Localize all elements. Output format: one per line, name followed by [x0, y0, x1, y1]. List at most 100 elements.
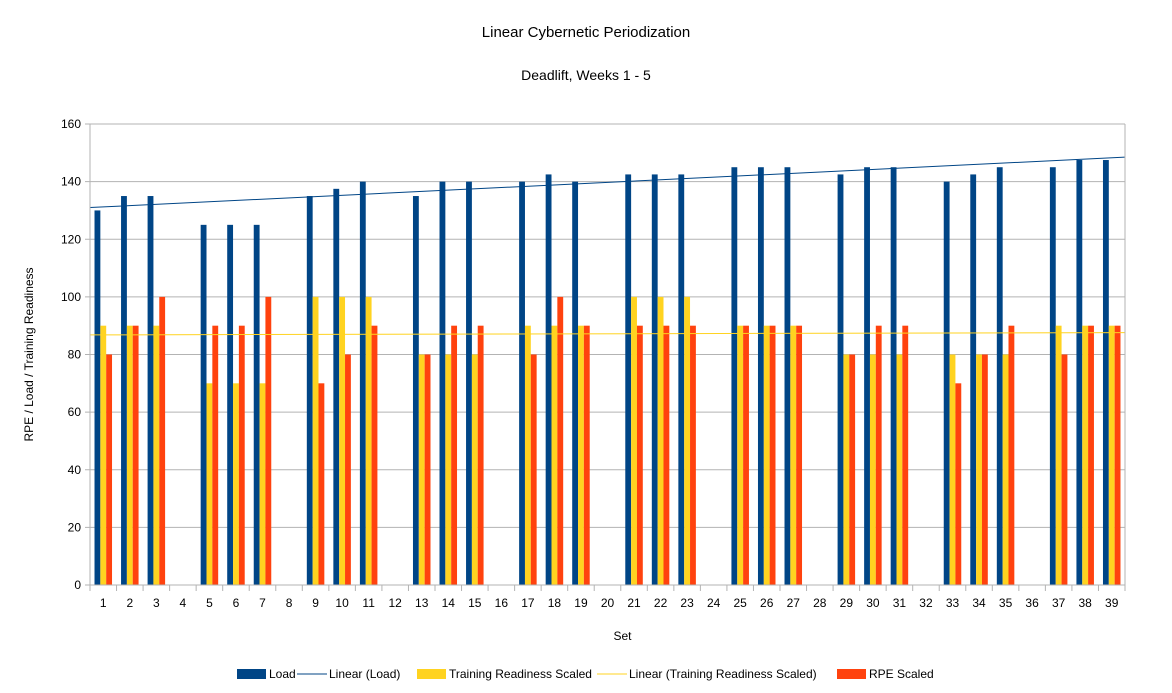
bar-training-readiness-scaled — [524, 325, 531, 585]
x-tick-label: 1 — [100, 596, 107, 610]
bar-load — [227, 224, 234, 585]
bar-training-readiness-scaled — [233, 383, 239, 585]
bar-load — [519, 181, 525, 585]
bar-load — [147, 196, 154, 585]
bar-load — [359, 181, 366, 585]
x-tick-label: 8 — [286, 596, 293, 610]
x-tick-label: 15 — [468, 596, 482, 610]
legend-swatch — [237, 669, 266, 679]
bar-load — [1076, 160, 1083, 585]
x-tick-label: 32 — [919, 596, 933, 610]
bar-rpe-scaled — [530, 354, 537, 585]
y-tick-label: 160 — [61, 117, 81, 131]
bar-rpe-scaled — [955, 383, 962, 585]
y-tick-label: 140 — [61, 175, 81, 189]
bar-training-readiness-scaled — [976, 354, 982, 585]
x-tick-label: 26 — [760, 596, 774, 610]
y-tick-label: 60 — [68, 405, 82, 419]
bar-training-readiness-scaled — [869, 354, 876, 585]
legend: Load Linear (Load) Training Readiness Scal… — [237, 667, 934, 681]
bar-rpe-scaled — [159, 296, 166, 585]
bar-marks — [94, 160, 1121, 585]
bar-rpe-scaled — [345, 354, 351, 585]
y-tick-label: 100 — [61, 290, 81, 304]
bar-rpe-scaled — [557, 296, 564, 585]
chart-subtitle: Deadlift, Weeks 1 - 5 — [521, 67, 651, 83]
bar-rpe-scaled — [769, 325, 776, 585]
x-tick-label: 5 — [206, 596, 213, 610]
bar-rpe-scaled — [1008, 325, 1015, 585]
bar-training-readiness-scaled — [763, 325, 770, 585]
x-tick-label: 25 — [734, 596, 748, 610]
x-tick-label: 28 — [813, 596, 827, 610]
bar-rpe-scaled — [265, 296, 272, 585]
bar-rpe-scaled — [424, 354, 431, 585]
bar-training-readiness-scaled — [1002, 354, 1009, 585]
legend-label: Training Readiness Scaled — [449, 667, 592, 681]
y-tick-label: 20 — [68, 520, 82, 534]
bar-training-readiness-scaled — [339, 296, 346, 585]
grid-lines — [90, 123, 1125, 586]
trendline-linear-training-readiness-scaled — [89, 332, 1126, 336]
trendlines — [89, 156, 1126, 336]
x-tick-label: 27 — [787, 596, 801, 610]
x-tick-label: 4 — [180, 596, 187, 610]
x-tick-label: 31 — [893, 596, 907, 610]
bar-training-readiness-scaled — [312, 296, 319, 585]
x-tick-label: 30 — [866, 596, 880, 610]
bar-training-readiness-scaled — [445, 354, 452, 585]
bar-load — [121, 196, 127, 585]
bar-training-readiness-scaled — [1108, 325, 1115, 585]
x-tick-label: 38 — [1079, 596, 1093, 610]
bar-rpe-scaled — [1088, 325, 1094, 585]
bar-rpe-scaled — [875, 325, 882, 585]
bar-load — [890, 167, 897, 585]
bar-load — [996, 167, 1003, 585]
bar-load — [757, 167, 764, 585]
x-tick-label: 33 — [946, 596, 960, 610]
bar-rpe-scaled — [690, 325, 696, 585]
bar-training-readiness-scaled — [1055, 325, 1062, 585]
x-axis-label: Set — [613, 629, 632, 643]
bar-training-readiness-scaled — [631, 296, 637, 585]
bar-rpe-scaled — [371, 325, 378, 585]
bar-load — [306, 196, 313, 585]
x-tick-label: 21 — [627, 596, 641, 610]
bar-rpe-scaled — [318, 383, 325, 585]
bar-load — [784, 167, 791, 585]
bar-training-readiness-scaled — [100, 325, 107, 585]
bar-load — [731, 167, 738, 585]
x-tick-label: 10 — [335, 596, 349, 610]
bar-training-readiness-scaled — [949, 354, 956, 585]
bar-rpe-scaled — [902, 325, 909, 585]
bar-training-readiness-scaled — [418, 354, 425, 585]
x-tick-label: 11 — [362, 596, 375, 610]
y-tick-label: 120 — [61, 232, 81, 246]
bar-rpe-scaled — [1061, 354, 1068, 585]
legend-swatch — [417, 669, 446, 679]
x-tick-label: 9 — [312, 596, 319, 610]
x-tick-label: 20 — [601, 596, 615, 610]
x-tick-label: 17 — [521, 596, 535, 610]
x-tick-label: 3 — [153, 596, 160, 610]
trendline-linear-load — [89, 156, 1126, 209]
bar-load — [1102, 160, 1109, 585]
bar-load — [572, 181, 579, 585]
bar-rpe-scaled — [132, 325, 139, 585]
bar-load — [200, 224, 207, 585]
bar-load — [651, 174, 658, 585]
x-tick-label: 16 — [495, 596, 509, 610]
y-tick-label: 0 — [74, 578, 81, 592]
bar-load — [1049, 167, 1056, 585]
bar-training-readiness-scaled — [657, 296, 664, 585]
bar-training-readiness-scaled — [1082, 325, 1089, 585]
bar-load — [625, 174, 632, 585]
y-tick-label: 40 — [68, 463, 82, 477]
bar-rpe-scaled — [451, 325, 458, 585]
legend-swatch — [837, 669, 866, 679]
bar-training-readiness-scaled — [126, 325, 133, 585]
bar-training-readiness-scaled — [896, 354, 903, 585]
bar-training-readiness-scaled — [551, 325, 558, 585]
x-tick-label: 22 — [654, 596, 668, 610]
